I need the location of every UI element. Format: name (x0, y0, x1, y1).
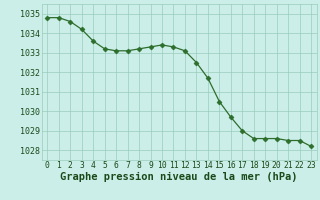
X-axis label: Graphe pression niveau de la mer (hPa): Graphe pression niveau de la mer (hPa) (60, 172, 298, 182)
